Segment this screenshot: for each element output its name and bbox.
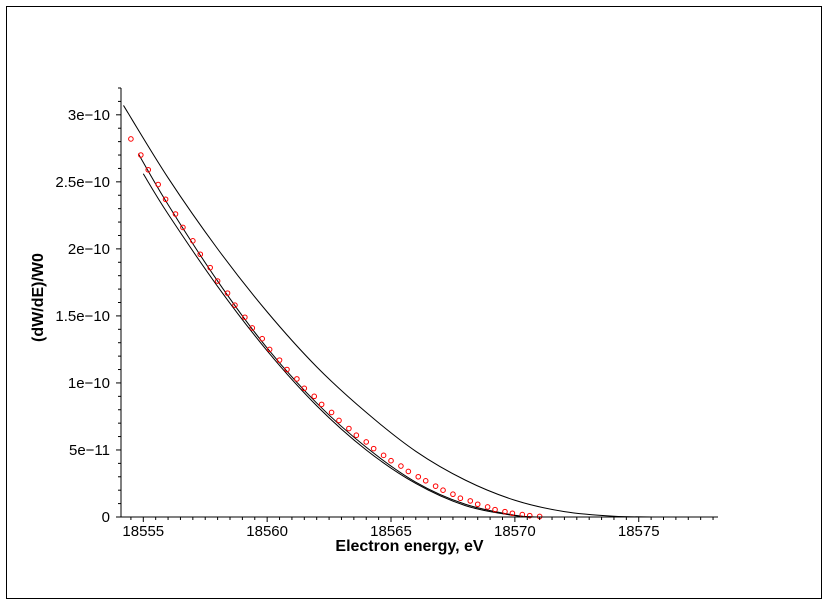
x-tick-label: 18560 (246, 523, 288, 540)
y-tick-label: 5e−11 (69, 442, 110, 459)
x-tick-label: 18570 (494, 523, 536, 540)
data-point (468, 499, 473, 504)
y-tick-label: 0 (102, 509, 110, 526)
data-point (441, 488, 446, 493)
data-point (277, 358, 282, 363)
axes: 18555 18560 18565 18570 18575 05e−111e−101.5… (55, 88, 718, 540)
data-point (295, 377, 300, 382)
data-point (399, 464, 404, 469)
data-point (423, 479, 428, 484)
data-point (319, 402, 324, 407)
y-axis-title: (dW/dE)/W0 (30, 253, 47, 342)
data-point (354, 433, 359, 438)
data-point (329, 410, 334, 415)
data-point (475, 502, 480, 507)
x-minor-ticks (131, 517, 713, 522)
data-point (260, 336, 265, 341)
series-line-1 (123, 105, 688, 517)
y-tick-label: 3e−10 (68, 107, 110, 124)
data-point (381, 453, 386, 458)
y-tick-label: 2e−10 (68, 241, 110, 258)
data-point (129, 137, 134, 142)
data-point (312, 394, 317, 399)
data-point (451, 492, 456, 497)
data-point (433, 484, 438, 489)
data-point (406, 469, 411, 474)
y-minor-ticks (116, 88, 121, 517)
x-axis-title: Electron energy, eV (335, 538, 484, 555)
series-line-2 (138, 154, 534, 517)
data-point (347, 426, 352, 431)
data-point (389, 458, 394, 463)
data-point (364, 440, 369, 445)
data-point (458, 496, 463, 501)
y-tick-label: 2.5e−10 (55, 174, 110, 191)
plot-lines (123, 105, 688, 517)
y-tick-label: 1e−10 (68, 375, 110, 392)
y-tick-label: 1.5e−10 (55, 308, 110, 325)
x-tick-label: 18555 (122, 523, 164, 540)
plot-markers (129, 137, 542, 519)
data-point (371, 446, 376, 451)
y-tick-labels: 0 5e−11 1e−10 1.5e−10 2e−10 2.5e−10 3e−10 (55, 107, 110, 526)
series-line-3 (143, 174, 544, 517)
data-point (416, 474, 421, 479)
data-point (337, 418, 342, 423)
x-tick-label: 18575 (618, 523, 660, 540)
data-point (485, 505, 490, 510)
